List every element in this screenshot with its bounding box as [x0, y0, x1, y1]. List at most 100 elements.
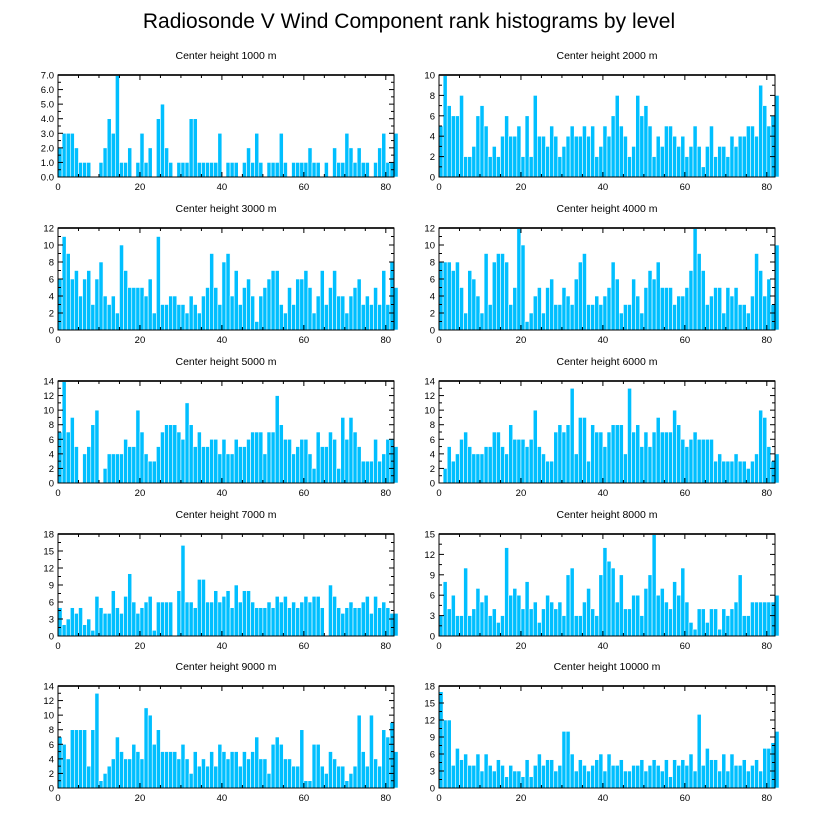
bar	[475, 588, 481, 637]
bar	[500, 615, 505, 637]
bar	[487, 765, 493, 789]
bar	[315, 431, 321, 484]
bar	[483, 253, 489, 331]
bar	[262, 453, 268, 484]
bar	[151, 312, 157, 331]
bar	[348, 773, 354, 789]
chart-panel-9: Center height 9000 m 0 20 40 60 80 0 2 4 6 8 10 12 14	[43, 661, 399, 804]
bar	[565, 424, 571, 484]
bar	[528, 776, 534, 789]
bar	[487, 615, 493, 637]
bar	[287, 438, 292, 484]
bar	[446, 719, 452, 789]
bar	[217, 743, 223, 789]
bar	[209, 751, 215, 789]
x-tick-label: 60	[680, 488, 691, 499]
bar	[336, 607, 342, 637]
bar	[442, 581, 448, 637]
bar	[266, 601, 272, 637]
bar	[176, 304, 182, 331]
bar	[565, 135, 571, 178]
bar	[78, 162, 83, 178]
bar	[184, 601, 190, 637]
bar	[729, 608, 735, 637]
bar	[94, 692, 100, 789]
bar	[479, 770, 485, 789]
bar	[184, 312, 190, 331]
bar	[188, 424, 194, 484]
bar	[729, 460, 735, 484]
bar	[696, 438, 702, 484]
bar	[127, 758, 133, 789]
bar	[94, 596, 100, 637]
bar	[754, 135, 759, 178]
bar	[446, 446, 452, 484]
bar	[680, 135, 686, 178]
x-tick-label: 40	[598, 641, 609, 652]
bar	[746, 125, 751, 178]
bar	[340, 417, 346, 484]
bar	[147, 278, 153, 331]
bar	[90, 424, 96, 484]
bar	[532, 295, 538, 331]
bar	[209, 601, 215, 637]
bar	[459, 759, 464, 789]
y-tick-label: 4.0	[41, 114, 54, 125]
bar	[160, 304, 165, 331]
bar	[463, 753, 468, 789]
bar	[655, 417, 661, 484]
bar	[365, 162, 370, 178]
bar	[516, 438, 522, 484]
bar	[664, 125, 669, 178]
bar	[164, 751, 169, 789]
x-tick-label: 20	[516, 793, 527, 804]
bar	[319, 607, 325, 637]
bar	[475, 295, 481, 331]
bar	[160, 751, 165, 789]
y-tick-label: 6	[430, 750, 435, 761]
x-tick-label: 60	[299, 793, 310, 804]
bar	[598, 431, 604, 484]
x-tick-label: 40	[598, 488, 609, 499]
bar	[250, 295, 255, 331]
bar	[69, 132, 75, 178]
bar	[123, 162, 128, 178]
bar	[360, 304, 366, 331]
bar	[127, 446, 133, 484]
bar	[274, 270, 280, 331]
y-tick-label: 1.0	[41, 158, 54, 169]
bar	[602, 770, 608, 789]
bar	[725, 156, 731, 178]
bar	[545, 146, 550, 178]
bar	[737, 460, 743, 484]
y-tick-label: 8	[430, 91, 435, 102]
bar	[135, 287, 141, 331]
bar	[717, 453, 723, 484]
bar	[74, 147, 79, 178]
bar	[369, 304, 374, 331]
bar	[442, 74, 448, 178]
x-tick-label: 40	[598, 182, 609, 193]
bar	[160, 601, 165, 637]
bar	[528, 156, 534, 178]
bar	[106, 613, 112, 637]
bar	[537, 622, 542, 637]
bar	[729, 135, 735, 178]
bar	[209, 253, 215, 331]
bar	[672, 135, 677, 178]
bar	[455, 453, 460, 484]
bar	[586, 770, 591, 789]
bar	[606, 287, 612, 331]
bar	[561, 431, 567, 484]
bar	[147, 460, 153, 484]
bar	[106, 453, 112, 484]
bar	[602, 547, 608, 637]
bar	[213, 162, 219, 178]
bar	[729, 295, 735, 331]
bar	[627, 156, 632, 178]
y-tick-label: 15	[424, 699, 435, 710]
bar	[119, 162, 124, 178]
bar	[377, 607, 383, 637]
bar	[156, 236, 161, 331]
bar	[192, 446, 198, 484]
